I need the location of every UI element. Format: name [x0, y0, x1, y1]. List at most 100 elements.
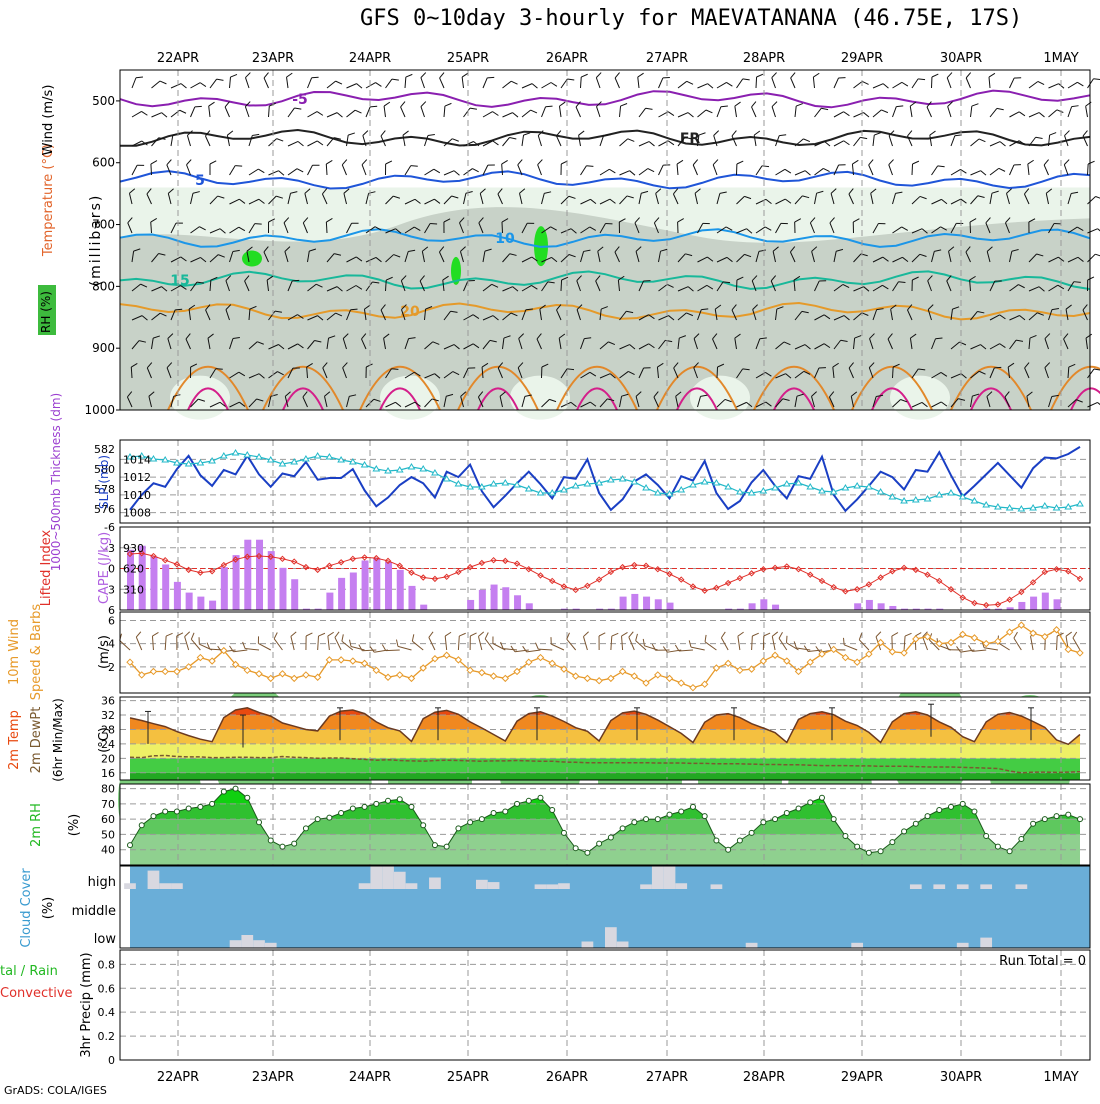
precip-legend-total: tal / Rain	[0, 964, 58, 979]
rh-dry-pocket	[380, 376, 440, 420]
cloud-high-block	[359, 883, 371, 889]
rh-marker	[409, 804, 414, 809]
cape-bar	[749, 603, 756, 610]
rh-marker	[245, 795, 250, 800]
cape-bar	[268, 551, 275, 610]
rh-marker	[233, 786, 238, 791]
rh-marker	[784, 811, 789, 816]
cape-bar	[291, 579, 298, 610]
rh-marker	[339, 811, 344, 816]
top-day-label: 27APR	[646, 51, 688, 66]
cloud-high-block	[394, 872, 406, 889]
cloud-low-block	[253, 940, 265, 948]
rh-marker	[479, 817, 484, 822]
cloud-high-block	[535, 884, 547, 889]
upper-wind-barb-flag	[136, 77, 143, 78]
top-day-label: 25APR	[447, 51, 489, 66]
cape-bar	[350, 573, 357, 610]
cape-bar	[279, 568, 286, 610]
upper-wind-barb-flag	[235, 166, 242, 167]
cape-bar	[1042, 593, 1049, 610]
rh-marker	[515, 801, 520, 806]
rh-marker	[878, 849, 883, 854]
y-tick-label: 500	[92, 94, 115, 108]
bottom-day-label: 23APR	[252, 1070, 294, 1085]
rh-marker	[186, 806, 191, 811]
rh-marker	[620, 826, 625, 831]
rh-marker	[585, 850, 590, 855]
y-tick-label: 1000	[84, 403, 115, 417]
bottom-day-label: 26APR	[546, 1070, 588, 1085]
cloud-high-block	[159, 883, 171, 889]
isotherm-label: 5	[195, 173, 205, 189]
bottom-day-label: 29APR	[841, 1070, 883, 1085]
y-tick-label: 60	[101, 813, 115, 826]
rh-marker	[808, 800, 813, 805]
upper-wind-barb-flag	[1074, 282, 1081, 283]
rh-marker	[714, 838, 719, 843]
cloud-low-block	[265, 943, 277, 948]
cloud-high-block	[382, 866, 394, 889]
wind10-barb	[362, 650, 376, 651]
cape-bar	[760, 599, 767, 610]
cloud-level-label: high	[88, 875, 116, 890]
cape-bar	[362, 560, 369, 610]
rh-marker	[761, 820, 766, 825]
cape-bar	[408, 586, 415, 610]
bottom-day-label: 22APR	[157, 1070, 199, 1085]
rh-marker	[139, 823, 144, 828]
y-tick-label: 40	[101, 844, 115, 857]
cloud-low-block	[582, 942, 594, 949]
rh-marker	[608, 835, 613, 840]
y-tick-label: 50	[101, 828, 115, 841]
cloud-low-block	[241, 935, 253, 948]
bottom-day-label: 28APR	[743, 1070, 785, 1085]
cloud-high-block	[429, 878, 441, 890]
rh-marker	[468, 820, 473, 825]
cape-bar	[127, 550, 134, 610]
rh-marker	[526, 798, 531, 803]
rh-marker	[690, 804, 695, 809]
cape-bar	[397, 570, 404, 610]
cloud-high-block	[124, 883, 136, 889]
rh-marker	[902, 829, 907, 834]
rh-marker	[432, 843, 437, 848]
y-tick-label: 70	[101, 798, 115, 811]
rh-marker	[1042, 817, 1047, 822]
cape-bar	[174, 582, 181, 610]
bottom-day-label: 27APR	[646, 1070, 688, 1085]
upper-wind-barb-flag	[1095, 254, 1100, 256]
rh-marker	[984, 833, 989, 838]
upper-wind-barb	[912, 164, 913, 175]
run-total-label: Run Total = 0	[999, 954, 1086, 969]
rh-marker	[303, 826, 308, 831]
upper-wind-barb-flag	[216, 369, 223, 370]
rh-marker	[773, 817, 778, 822]
y-tick-label: 0.4	[98, 1006, 116, 1019]
rh-marker	[151, 814, 156, 819]
bottom-day-label: 24APR	[349, 1070, 391, 1085]
rh-marker	[362, 804, 367, 809]
y-tick-label: 900	[92, 341, 115, 355]
top-day-label: 29APR	[841, 51, 883, 66]
precip-background	[130, 950, 1090, 1060]
temperature-legend-label: Temperature (°C)	[41, 144, 56, 257]
top-day-label: 23APR	[252, 51, 294, 66]
upper-wind-barb	[151, 164, 152, 175]
upper-wind-barb-flag	[586, 166, 593, 167]
rh-marker	[257, 820, 262, 825]
cape-bar	[514, 595, 521, 610]
rh-marker	[1031, 821, 1036, 826]
y-tick-label: 6	[108, 614, 115, 627]
rh-marker	[796, 806, 801, 811]
y-tick-label: 582	[94, 443, 115, 456]
cloud-high-block	[476, 880, 488, 889]
cloud-high-block	[546, 884, 558, 889]
upper-axis-label: (millibars)	[88, 194, 104, 287]
temp-band	[120, 773, 1090, 780]
y-tick-label: 1010	[123, 489, 151, 502]
upper-wind-barb-flag	[487, 77, 494, 78]
cloud-high-block	[675, 883, 687, 889]
